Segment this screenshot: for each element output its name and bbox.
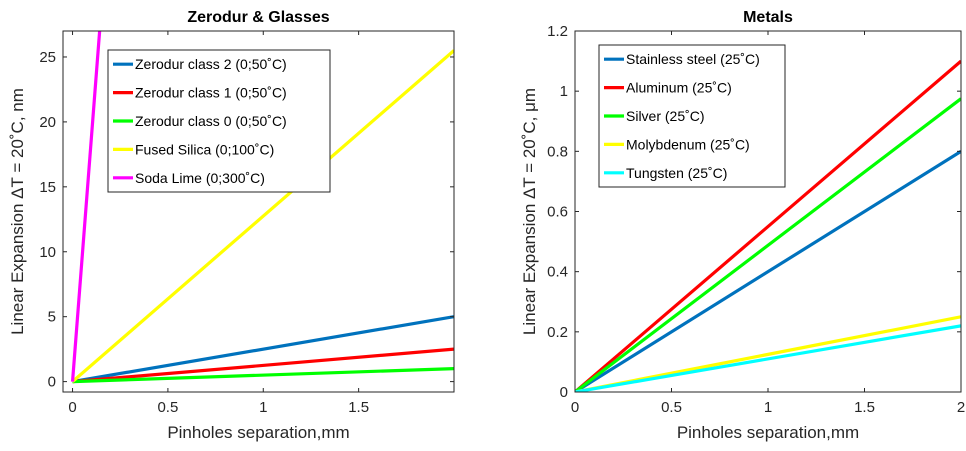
legend-label-1: Aluminum (25˚C)	[626, 80, 732, 96]
y-tick-label: 20	[39, 114, 56, 131]
series-line-4	[575, 324, 961, 392]
x-tick-label: 0.5	[661, 399, 682, 416]
legend-label-3: Fused Silica (0;100˚C)	[135, 141, 274, 157]
x-axis-label: Pinholes separation,mm	[677, 423, 859, 442]
y-axis-label: Linear Expansion ΔT = 20˚C, nm	[8, 88, 27, 335]
legend-label-3: Molybdenum (25˚C)	[626, 136, 750, 152]
x-tick-label: 2	[957, 399, 965, 416]
series-line-0	[72, 315, 454, 384]
y-tick-label: 10	[39, 244, 56, 261]
y-tick-label: 0.4	[547, 264, 568, 281]
legend-box	[598, 44, 786, 188]
y-tick-label: 5	[48, 309, 56, 326]
legend-label-4: Soda Lime (0;300˚C)	[135, 170, 265, 186]
legend-label-2: Zerodur class 0 (0;50˚C)	[135, 113, 287, 129]
legend-label-1: Zerodur class 1 (0;50˚C)	[135, 85, 287, 101]
y-tick-label: 25	[39, 49, 56, 66]
series-line-0	[575, 149, 961, 392]
series-line-2	[72, 367, 454, 384]
chart-metals: 0 0.5 1 1.5 2 0 0.2 0.4 0.6 0.8 1 1.2 Metals Pinholes…	[520, 9, 965, 442]
series-group	[575, 59, 961, 392]
axes-box	[62, 30, 455, 393]
legend: Stainless steel (25˚C) Aluminum (25˚C) Sil…	[598, 44, 786, 188]
chart-zerodur-glasses: 0 0.5 1 1.5 0 5 10 15 20 25 Zerodur & Glasses Pinho…	[8, 9, 455, 442]
x-tick-label: 1.5	[854, 399, 875, 416]
x-tick-label: 0	[571, 399, 579, 416]
legend-label-0: Stainless steel (25˚C)	[626, 51, 760, 67]
legend: Zerodur class 2 (0;50˚C) Zerodur class 1 …	[107, 49, 331, 193]
legend-label-2: Silver (25˚C)	[626, 108, 705, 124]
x-tick-label: 1	[764, 399, 772, 416]
y-tick-label: 0.6	[547, 204, 568, 221]
legend-label-0: Zerodur class 2 (0;50˚C)	[135, 56, 287, 72]
series-line-3	[71, 49, 454, 383]
x-tick-label: 0	[68, 399, 76, 416]
y-axis-label: Linear Expansion ΔT = 20˚C, μm	[520, 88, 539, 335]
chart-title: Metals	[743, 9, 793, 26]
x-tick-label: 0.5	[157, 399, 178, 416]
legend-label-4: Tungsten (25˚C)	[626, 165, 727, 181]
y-tick-label: 0	[48, 374, 56, 391]
y-tick-label: 0.8	[547, 143, 568, 160]
series-line-1	[72, 347, 454, 384]
y-tick-label: 0.2	[547, 324, 568, 341]
y-tick-label: 15	[39, 179, 56, 196]
x-axis-label: Pinholes separation,mm	[167, 423, 349, 442]
chart-title: Zerodur & Glasses	[187, 9, 329, 26]
y-tick-label: 1.2	[547, 23, 568, 40]
x-tick-label: 1.5	[348, 399, 369, 416]
series-line-2	[575, 97, 961, 392]
series-line-1	[575, 59, 961, 392]
series-group	[70, 31, 454, 384]
y-tick-label: 1	[560, 83, 568, 100]
legend-box	[107, 49, 331, 193]
y-tick-label: 0	[560, 384, 568, 401]
x-tick-label: 1	[259, 399, 267, 416]
